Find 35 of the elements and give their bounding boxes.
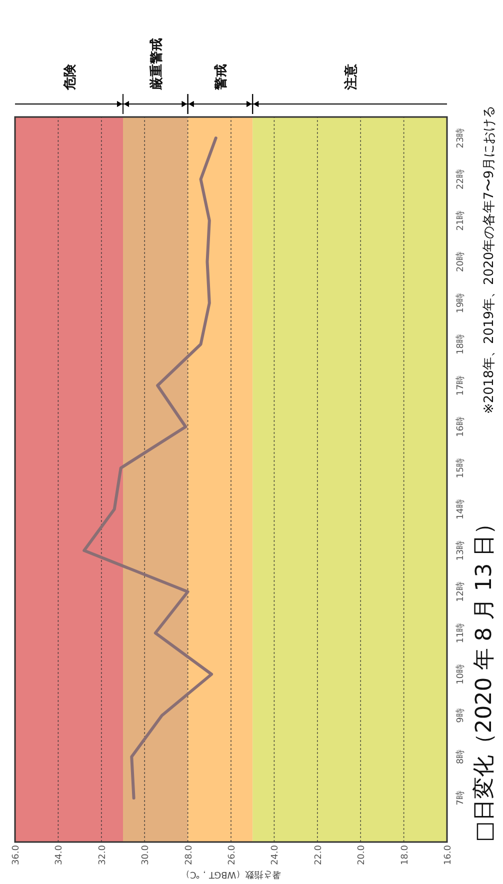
x-tick-label: 30.0 (141, 844, 152, 866)
y-tick-label: 8時 (455, 749, 466, 764)
y-tick-label: 15時 (455, 458, 466, 478)
x-tick-label: 36.0 (12, 844, 22, 866)
y-tick-label: 7時 (455, 790, 466, 806)
band-label: 厳重警戒 (148, 38, 164, 91)
y-tick-label: 10時 (455, 664, 466, 684)
band-label: 警戒 (213, 64, 230, 91)
text: □日変化（2020 年 8 月 13 日） (472, 512, 497, 842)
text: ※2018年、2019年、2020年の各年7〜9月における (482, 105, 497, 414)
y-tick-label: 18時 (455, 334, 466, 354)
x-tick-label: 28.0 (184, 844, 194, 866)
y-tick-label: 9時 (455, 708, 466, 723)
y-tick-label: 22時 (455, 169, 466, 190)
x-axis-title: 暑さ指数（WBGT，℃） (180, 869, 282, 880)
y-tick-label: 19時 (455, 292, 466, 314)
band-label: 注意 (342, 63, 359, 91)
x-tick-label: 34.0 (54, 844, 65, 866)
y-tick-label: 11時 (455, 622, 466, 644)
x-tick-label: 32.0 (98, 844, 108, 866)
y-tick-label: 14時 (455, 499, 466, 520)
x-tick-label: 26.0 (228, 844, 238, 866)
y-tick-label: 21時 (455, 210, 466, 231)
x-tick-label: 24.0 (270, 844, 281, 866)
y-tick-label: 23時 (455, 128, 466, 148)
band-label: 危険 (63, 63, 78, 91)
x-tick-label: 20.0 (357, 844, 368, 866)
y-tick-label: 17時 (455, 375, 466, 396)
y-tick-label: 13時 (455, 540, 466, 561)
y-tick-label: 12時 (455, 582, 466, 602)
y-tick-label: 20時 (455, 252, 466, 272)
y-tick-label: 16時 (455, 416, 466, 437)
x-tick-label: 16.0 (444, 844, 454, 866)
x-tick-label: 22.0 (314, 844, 324, 866)
x-tick-label: 18.0 (400, 844, 410, 866)
